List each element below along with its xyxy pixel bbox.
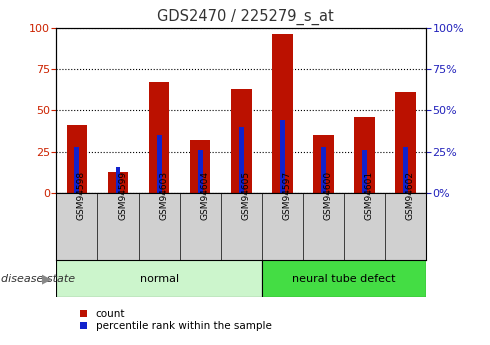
Text: GSM94598: GSM94598 (77, 171, 86, 220)
Bar (272, 34, 293, 193)
Text: GSM94605: GSM94605 (242, 171, 250, 220)
Text: GSM94597: GSM94597 (282, 171, 292, 220)
Bar (321, 147, 326, 193)
Text: ▶: ▶ (42, 272, 51, 285)
Legend: count, percentile rank within the sample: count, percentile rank within the sample (80, 309, 271, 332)
Text: GSM94599: GSM94599 (118, 171, 127, 220)
Text: GSM94604: GSM94604 (200, 171, 209, 220)
Text: normal: normal (140, 274, 179, 284)
Bar (354, 117, 375, 193)
Text: GSM94600: GSM94600 (323, 171, 333, 220)
Bar (56, 260, 262, 297)
Bar (157, 135, 162, 193)
Bar (362, 150, 367, 193)
Text: GSM94602: GSM94602 (406, 171, 415, 220)
Bar (149, 82, 170, 193)
Bar (108, 172, 128, 193)
Text: GSM94601: GSM94601 (365, 171, 374, 220)
Bar (116, 167, 121, 193)
Text: GSM94603: GSM94603 (159, 171, 168, 220)
Text: disease state: disease state (1, 274, 75, 284)
Bar (190, 140, 211, 193)
Bar (262, 260, 426, 297)
Bar (67, 125, 87, 193)
Bar (198, 150, 203, 193)
Bar (280, 120, 285, 193)
Bar (231, 89, 251, 193)
Text: GDS2470 / 225279_s_at: GDS2470 / 225279_s_at (157, 9, 333, 25)
Bar (403, 147, 408, 193)
Bar (239, 127, 244, 193)
Bar (313, 135, 334, 193)
Bar (74, 147, 79, 193)
Text: neural tube defect: neural tube defect (293, 274, 396, 284)
Bar (395, 92, 416, 193)
